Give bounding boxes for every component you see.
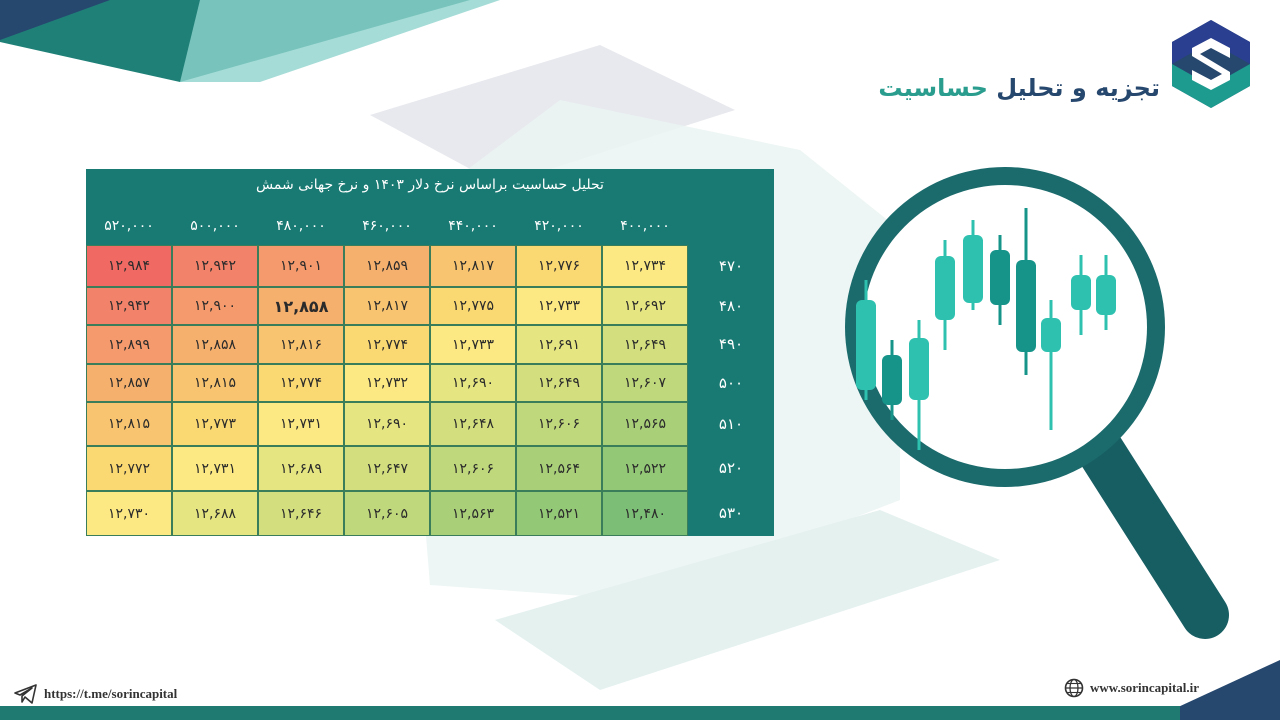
table-cell: ۱۲,۷۷۲ (86, 446, 172, 491)
table-cell: ۱۲,۸۵۸ (258, 287, 344, 325)
table-cell: ۱۲,۸۵۸ (172, 325, 258, 364)
table-cell: ۱۲,۶۹۰ (430, 364, 516, 402)
table-cell: ۱۲,۷۷۶ (516, 245, 602, 287)
table-cell: ۱۲,۶۰۵ (344, 491, 430, 536)
table-cell: ۱۲,۷۷۳ (172, 402, 258, 446)
table-cell: ۱۲,۶۴۹ (516, 364, 602, 402)
row-header: ۵۱۰ (718, 415, 744, 433)
table-cell: ۱۲,۶۴۹ (602, 325, 688, 364)
table-cell: ۱۲,۷۷۴ (258, 364, 344, 402)
table-cell: ۱۲,۷۷۵ (430, 287, 516, 325)
table-cell: ۱۲,۶۴۶ (258, 491, 344, 536)
row-header: ۵۲۰ (718, 459, 744, 477)
table-cell: ۱۲,۴۸۰ (602, 491, 688, 536)
table-cell: ۱۲,۷۳۴ (602, 245, 688, 287)
column-header: ۵۰۰,۰۰۰ (190, 218, 240, 234)
table-cell: ۱۲,۵۶۵ (602, 402, 688, 446)
telegram-url: https://t.me/sorincapital (44, 686, 178, 701)
globe-icon (1064, 678, 1084, 698)
row-header: ۴۷۰ (718, 257, 744, 275)
table-cell: ۱۲,۶۹۰ (344, 402, 430, 446)
column-header: ۴۲۰,۰۰۰ (534, 218, 584, 234)
row-header: ۴۸۰ (718, 297, 744, 315)
row-header: ۵۰۰ (718, 374, 744, 392)
telegram-link[interactable]: https://t.me/sorincapital (14, 684, 177, 704)
table-cell: ۱۲,۸۱۷ (430, 245, 516, 287)
table-cell: ۱۲,۹۰۱ (258, 245, 344, 287)
table-cell: ۱۲,۸۹۹ (86, 325, 172, 364)
table-cell: ۱۲,۷۳۲ (344, 364, 430, 402)
column-header: ۴۰۰,۰۰۰ (620, 218, 670, 234)
telegram-icon (14, 684, 37, 704)
table-cell: ۱۲,۵۲۲ (602, 446, 688, 491)
table-cell: ۱۲,۶۸۹ (258, 446, 344, 491)
table-cell: ۱۲,۹۸۴ (86, 245, 172, 287)
title-accent-text: حساسیت (878, 74, 988, 102)
table-cell: ۱۲,۸۱۶ (258, 325, 344, 364)
table-cell: ۱۲,۷۳۳ (430, 325, 516, 364)
table-title: تحلیل حساسیت براساس نرخ دلار ۱۴۰۳ و نرخ … (256, 177, 604, 193)
table-cell: ۱۲,۸۱۷ (344, 287, 430, 325)
table-cell: ۱۲,۶۰۶ (430, 446, 516, 491)
table-cell: ۱۲,۵۶۳ (430, 491, 516, 536)
footer-bar (0, 706, 1180, 720)
table-cell: ۱۲,۷۳۳ (516, 287, 602, 325)
table-cell: ۱۲,۶۹۲ (602, 287, 688, 325)
table-cell: ۱۲,۶۸۸ (172, 491, 258, 536)
table-cell: ۱۲,۵۶۴ (516, 446, 602, 491)
table-cell: ۱۲,۶۰۶ (516, 402, 602, 446)
table-cell: ۱۲,۷۳۰ (86, 491, 172, 536)
table-cell: ۱۲,۹۴۲ (172, 245, 258, 287)
table-cell: ۱۲,۸۵۷ (86, 364, 172, 402)
table-cell: ۱۲,۸۱۵ (172, 364, 258, 402)
column-header: ۴۶۰,۰۰۰ (362, 218, 412, 234)
website-link[interactable]: www.sorincapital.ir (1064, 678, 1199, 698)
table-cell: ۱۲,۶۴۸ (430, 402, 516, 446)
title-dark-text: تجزیه و تحلیل (996, 74, 1160, 102)
table-cell: ۱۲,۷۳۱ (172, 446, 258, 491)
table-cell: ۱۲,۸۵۹ (344, 245, 430, 287)
column-header: ۴۴۰,۰۰۰ (448, 218, 498, 234)
table-cell: ۱۲,۹۰۰ (172, 287, 258, 325)
row-header: ۵۳۰ (718, 504, 744, 522)
table-cell: ۱۲,۹۴۲ (86, 287, 172, 325)
table-cell: ۱۲,۶۰۷ (602, 364, 688, 402)
table-cell: ۱۲,۶۹۱ (516, 325, 602, 364)
column-header: ۵۲۰,۰۰۰ (104, 218, 154, 234)
magnifier-chart-icon (845, 167, 1229, 639)
website-url: www.sorincapital.ir (1090, 680, 1200, 695)
column-header: ۴۸۰,۰۰۰ (276, 218, 326, 234)
table-cell: ۱۲,۸۱۵ (86, 402, 172, 446)
table-cell: ۱۲,۶۴۷ (344, 446, 430, 491)
table-cell: ۱۲,۷۳۱ (258, 402, 344, 446)
brand-logo-icon (1172, 20, 1250, 108)
page-title: تجزیه و تحلیل حساسیت (878, 74, 1160, 102)
table-cell: ۱۲,۷۷۴ (344, 325, 430, 364)
table-cell: ۱۲,۵۲۱ (516, 491, 602, 536)
row-header: ۴۹۰ (718, 335, 744, 353)
